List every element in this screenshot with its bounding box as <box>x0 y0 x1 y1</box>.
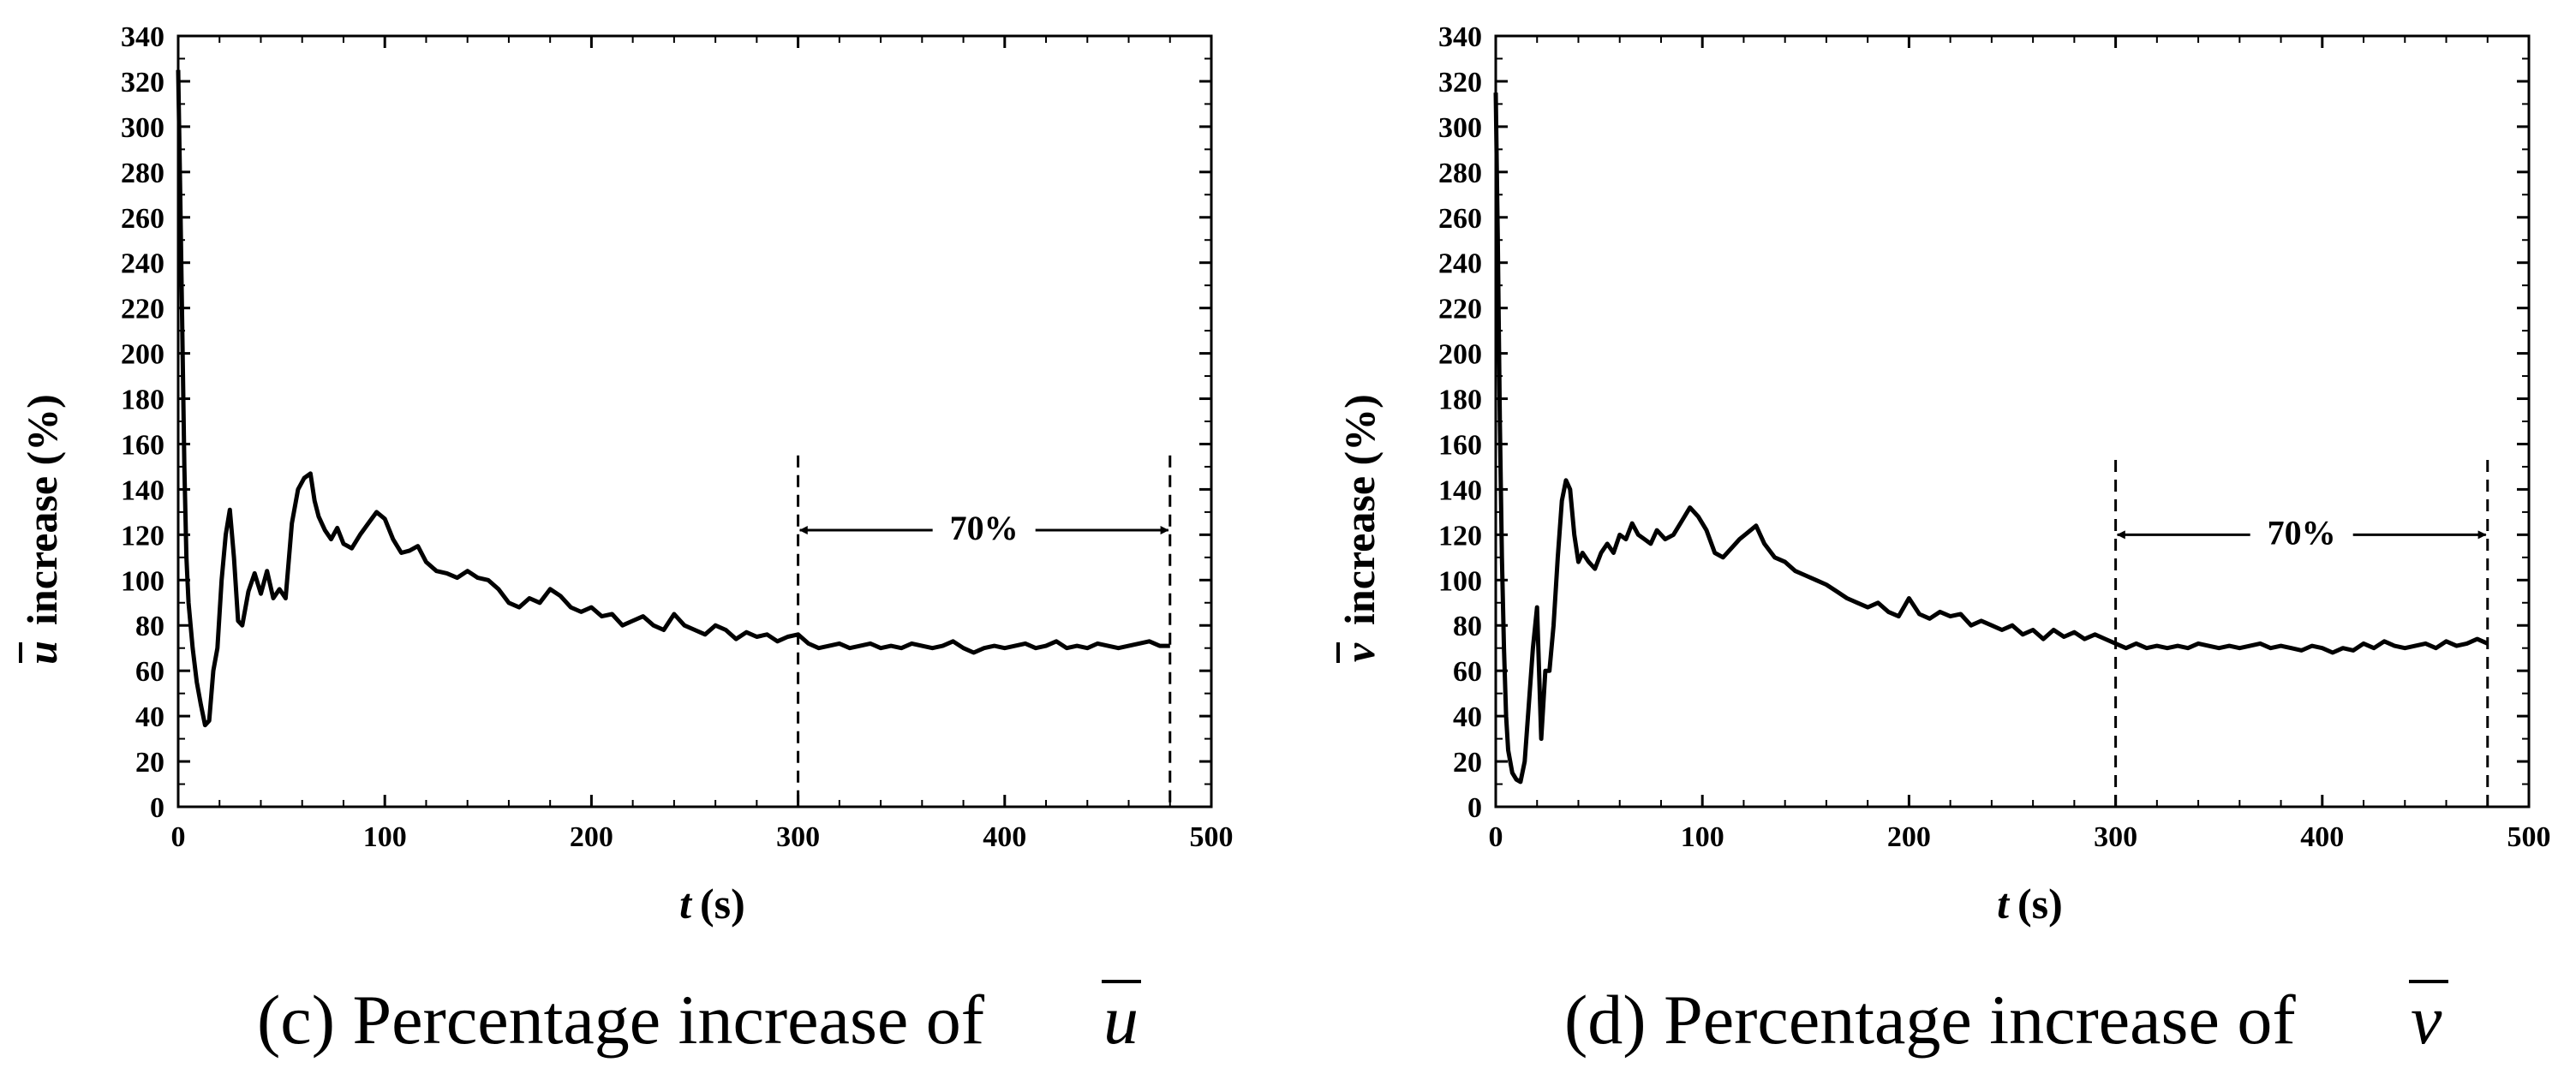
x-axis-variable: t <box>679 880 693 928</box>
x-tick-label: 400 <box>983 821 1026 853</box>
x-tick-label: 500 <box>2507 821 2551 853</box>
y-axis-symbol: v <box>1336 642 1384 662</box>
chart-panel-c: 0 20 40 60 80 100 120 140 160 180 200 220 240 260 280 3… <box>18 21 1234 1059</box>
x-tick-label: 500 <box>1190 821 1234 853</box>
caption-symbol: u <box>1103 981 1139 1059</box>
x-tick-label: 300 <box>776 821 820 853</box>
y-tick-label: 280 <box>1438 158 1482 189</box>
caption-text: (d) Percentage increase of <box>1564 981 2296 1059</box>
axis-ticks <box>1494 34 2531 809</box>
y-tick-label: 180 <box>1438 385 1482 416</box>
axis-ticks <box>176 34 1213 809</box>
y-tick-label: 340 <box>121 21 164 53</box>
x-tick-label: 100 <box>1681 821 1724 853</box>
y-tick-label: 240 <box>1438 248 1482 280</box>
y-tick-label: 300 <box>1438 112 1482 144</box>
y-axis-label: v increase (%) <box>1336 394 1384 663</box>
y-tick-label: 280 <box>121 158 164 189</box>
y-tick-label: 220 <box>1438 294 1482 325</box>
series-line-v-increase <box>1493 92 2489 785</box>
y-tick-label: 180 <box>121 385 164 416</box>
y-tick-label: 240 <box>121 248 164 280</box>
y-tick-label: 320 <box>1438 67 1482 98</box>
y-tick-label: 320 <box>121 67 164 98</box>
y-tick-label: 140 <box>121 474 164 506</box>
y-tick-label: 160 <box>121 429 164 461</box>
y-tick-label: 200 <box>121 339 164 371</box>
y-axis-label-text: increase (%) <box>18 394 66 625</box>
x-tick-label: 0 <box>1489 821 1503 853</box>
y-tick-label: 60 <box>135 656 164 688</box>
x-axis-unit: (s) <box>2017 880 2063 928</box>
y-tick-label: 220 <box>121 294 164 325</box>
x-tick-label: 200 <box>1887 821 1931 853</box>
y-tick-label: 260 <box>1438 203 1482 235</box>
y-tick-label: 100 <box>121 565 164 597</box>
y-tick-label: 260 <box>121 203 164 235</box>
y-tick-label: 60 <box>1453 656 1482 688</box>
caption-c: (c) Percentage increase of u <box>257 980 1141 1059</box>
series-line-u-increase <box>176 69 1170 728</box>
x-tick-label: 400 <box>2300 821 2344 853</box>
y-tick-label: 40 <box>135 701 164 733</box>
y-tick-label: 100 <box>1438 565 1482 597</box>
y-tick-label: 20 <box>135 747 164 779</box>
y-tick-label: 40 <box>1453 701 1482 733</box>
y-tick-labels: 0 20 40 60 80 100 120 140 160 180 200 220 240 260 280 3… <box>1438 21 1482 824</box>
y-tick-label: 160 <box>1438 429 1482 461</box>
y-axis-label-text: increase (%) <box>1336 394 1384 625</box>
y-tick-label: 300 <box>121 112 164 144</box>
x-axis-label: t (s) <box>1997 880 2063 928</box>
x-tick-labels: 0 100 200 300 400 500 <box>1489 821 2551 853</box>
annotation-70-percent: 70% <box>2268 514 2336 552</box>
caption-d: (d) Percentage increase of v <box>1564 980 2448 1059</box>
x-tick-label: 100 <box>363 821 407 853</box>
y-tick-label: 340 <box>1438 21 1482 53</box>
caption-symbol: v <box>2411 981 2442 1059</box>
x-axis-unit: (s) <box>700 880 745 928</box>
y-tick-labels: 0 20 40 60 80 100 120 140 160 180 200 220 240 260 280 3… <box>121 21 164 824</box>
chart-panel-d: 0 20 40 60 80 100 120 140 160 180 200 220 240 260 280 3… <box>1336 21 2551 1059</box>
caption-text: (c) Percentage increase of <box>257 981 985 1059</box>
plot-frame <box>176 34 1213 809</box>
y-tick-label: 120 <box>1438 520 1482 552</box>
annotation-70-percent: 70% <box>950 509 1019 547</box>
y-axis-label: u increase (%) <box>18 394 66 665</box>
x-tick-label: 300 <box>2094 821 2137 853</box>
y-axis-symbol: u <box>18 641 66 665</box>
y-tick-label: 140 <box>1438 474 1482 506</box>
y-tick-label: 0 <box>150 792 164 824</box>
y-tick-label: 200 <box>1438 339 1482 371</box>
y-tick-label: 80 <box>135 611 164 642</box>
y-tick-label: 120 <box>121 520 164 552</box>
plot-frame <box>1494 34 2531 809</box>
y-tick-label: 20 <box>1453 747 1482 779</box>
x-axis-label: t (s) <box>679 880 745 928</box>
x-tick-label: 200 <box>570 821 613 853</box>
x-axis-variable: t <box>1997 880 2011 928</box>
y-tick-label: 80 <box>1453 611 1482 642</box>
x-tick-label: 0 <box>171 821 186 853</box>
x-tick-labels: 0 100 200 300 400 500 <box>171 821 1234 853</box>
y-tick-label: 0 <box>1467 792 1482 824</box>
